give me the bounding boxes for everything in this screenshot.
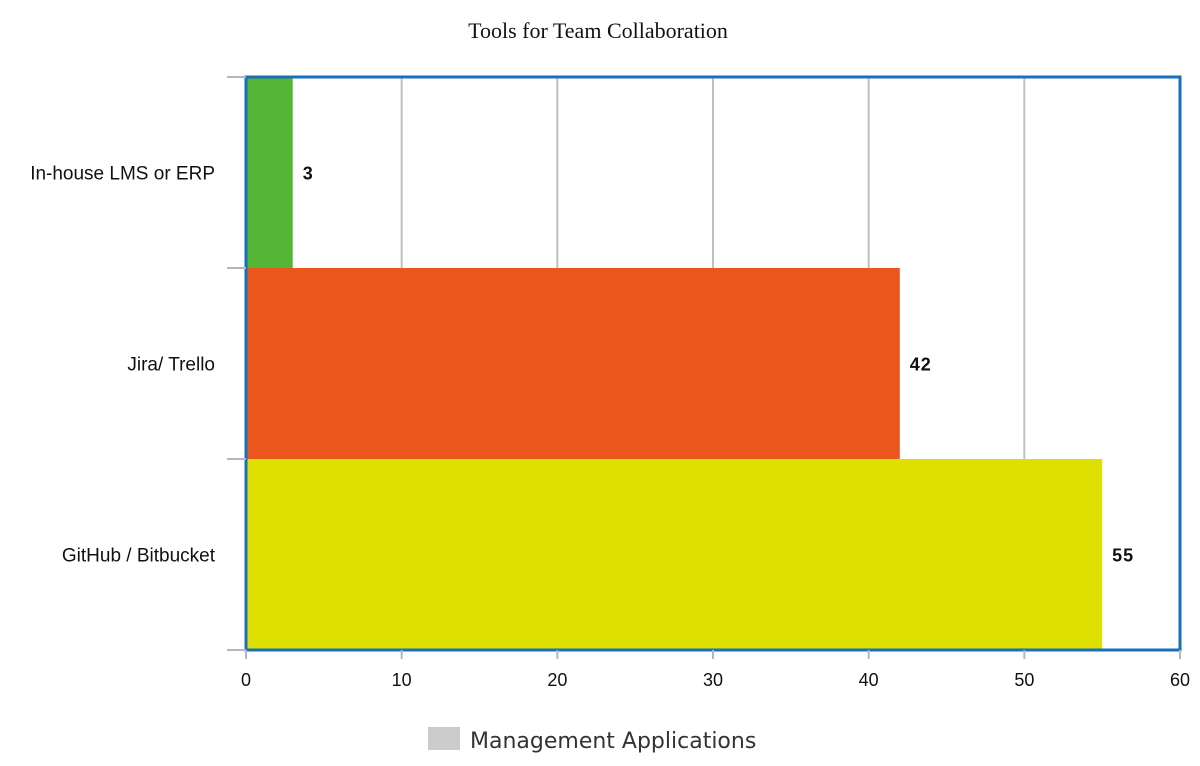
- x-tick-label-50: 50: [1014, 670, 1034, 690]
- labels: In-house LMS or ERP Jira/ Trello GitHub / …: [30, 164, 1190, 691]
- x-tick-label-20: 20: [547, 670, 567, 690]
- category-label-1: Jira/ Trello: [127, 355, 215, 376]
- x-tick-label-10: 10: [392, 670, 412, 690]
- axes: [227, 75, 1182, 659]
- bar-1[interactable]: [246, 268, 900, 459]
- x-tick-label-0: 0: [241, 670, 251, 690]
- bar-2[interactable]: [246, 459, 1103, 650]
- x-tick-label-60: 60: [1170, 670, 1190, 690]
- x-tick-label-40: 40: [859, 670, 879, 690]
- x-tick-label-30: 30: [703, 670, 723, 690]
- value-label-2: 55: [1112, 546, 1134, 566]
- legend-swatch[interactable]: [428, 727, 460, 750]
- chart-title: Tools for Team Collaboration: [468, 18, 728, 43]
- category-label-0: In-house LMS or ERP: [30, 164, 215, 185]
- value-label-0: 3: [303, 164, 314, 184]
- category-label-2: GitHub / Bitbucket: [62, 546, 216, 567]
- value-label-1: 42: [910, 355, 932, 375]
- bars: [246, 77, 1103, 650]
- legend[interactable]: Management Applications: [428, 727, 756, 754]
- bar-0[interactable]: [246, 77, 293, 268]
- legend-label[interactable]: Management Applications: [470, 729, 756, 754]
